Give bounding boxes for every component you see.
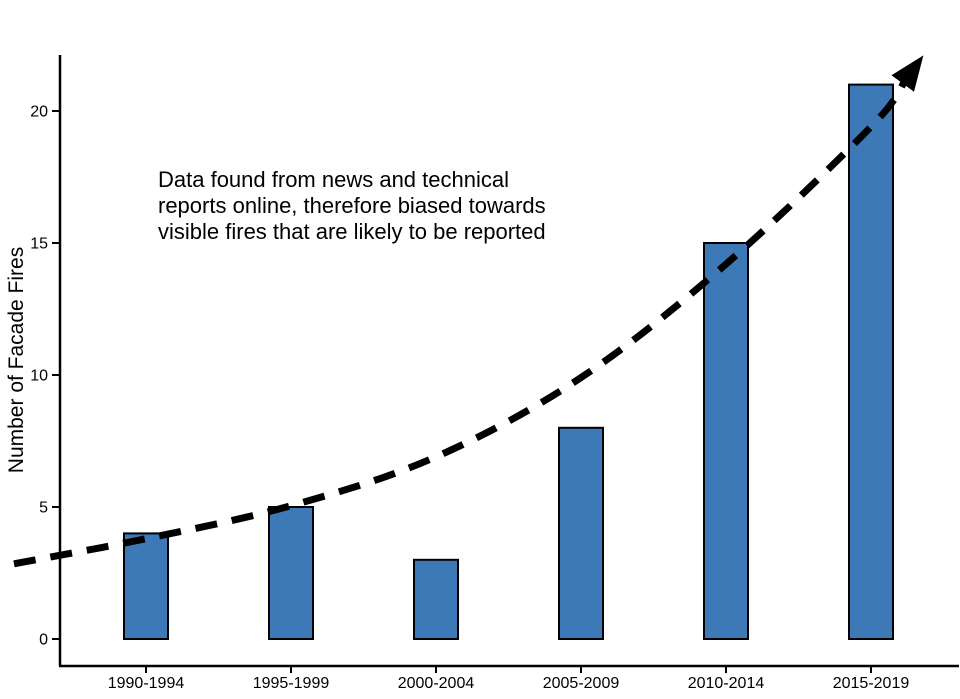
bar-2010-2014 <box>703 242 749 640</box>
trend-dashed-arrow <box>13 55 924 568</box>
bars-group <box>123 83 894 641</box>
y-tick-label: 5 <box>39 500 48 517</box>
y-axis-title: Number of Facade Fires <box>5 246 28 474</box>
x-tick-label: 2005-2009 <box>543 675 620 692</box>
bar-2005-2009 <box>558 426 604 640</box>
y-tick-label: 15 <box>30 236 48 253</box>
x-tick-label: 1995-1999 <box>253 675 330 692</box>
x-tick-label: 2000-2004 <box>398 675 475 692</box>
y-tick-label: 10 <box>30 368 48 385</box>
axes-group: 0 5 10 15 20 1990-1994 1995-1999 2000-2004 2005-… <box>30 55 959 692</box>
bar-1990-1994 <box>123 532 169 641</box>
bar-1995-1999 <box>268 506 314 640</box>
x-tick-label: 1990-1994 <box>108 675 185 692</box>
annotation-note: Data found from news and technical repor… <box>158 167 546 244</box>
bar-2015-2019 <box>848 83 894 641</box>
x-tick-label: 2010-2014 <box>688 675 765 692</box>
bar-2000-2004 <box>413 558 459 640</box>
y-tick-label: 0 <box>39 632 48 649</box>
x-tick-label: 2015-2019 <box>833 675 910 692</box>
y-tick-label: 20 <box>30 104 48 121</box>
